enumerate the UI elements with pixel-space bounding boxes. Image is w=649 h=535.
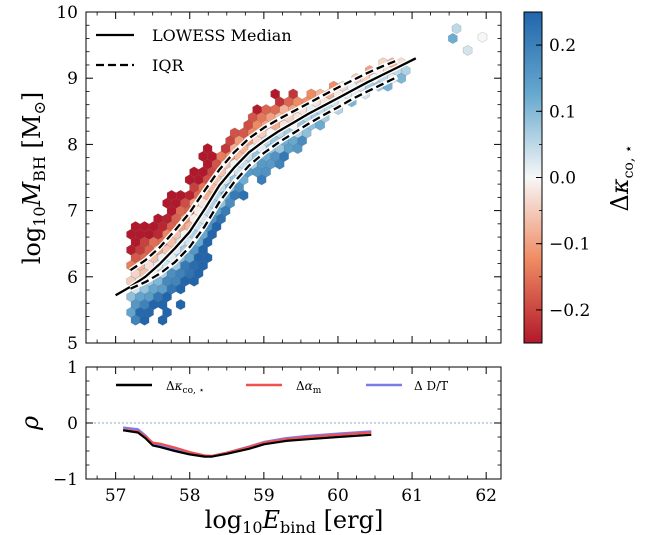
hexbin-cell — [175, 283, 186, 295]
bottom-y-axis-label: ρ — [16, 416, 44, 431]
y-tick-label: 10 — [56, 3, 78, 23]
hexbin-cell — [448, 33, 458, 44]
hexbin-cell — [274, 158, 285, 170]
hexbin-cell — [256, 174, 267, 186]
y-tick-label: 1 — [67, 358, 78, 378]
legend-label-iqr: IQR — [152, 56, 184, 75]
y-tick-label: 0 — [67, 414, 78, 434]
x-tick-label: 57 — [105, 486, 127, 506]
y-tick-label: 6 — [67, 268, 78, 288]
iqr-line — [129, 59, 398, 272]
x-tick-label: 59 — [253, 486, 275, 506]
x-tick-label: 58 — [179, 486, 201, 506]
x-tick-label: 61 — [401, 486, 423, 506]
colorbar-label: Δκco, ⋆ — [606, 144, 637, 211]
y-tick-label: −1 — [53, 470, 78, 490]
legend-label-lowess: LOWESS Median — [152, 26, 292, 45]
bottom-series-lines — [86, 422, 501, 458]
x-tick-label: 60 — [327, 486, 349, 506]
rho-series-line — [122, 429, 372, 458]
lowess-median-line — [115, 57, 417, 297]
colorbar-tick-label: 0.2 — [549, 36, 576, 56]
iqr-line — [130, 75, 398, 290]
colorbar-tick-label: −0.2 — [549, 301, 590, 321]
colorbar-ticks: −0.2 −0.1 0.0 0.1 0.2 — [536, 11, 590, 344]
x-tick-label: 62 — [475, 486, 497, 506]
colorbar-tick-label: −0.1 — [549, 235, 590, 255]
colorbar-tick-label: 0.0 — [549, 169, 576, 189]
hexbin-cell — [175, 299, 186, 311]
legend-label-dt: Δ D/T — [414, 379, 448, 393]
hexbin-cell — [477, 31, 488, 43]
colorbar: −0.2 −0.1 0.0 0.1 0.2 Δκco, ⋆ — [523, 11, 637, 344]
top-series-lines — [114, 56, 417, 298]
bottom-x-axis-label: log10Ebind [erg] — [205, 506, 384, 535]
bottom-axis-ticks: 57 58 59 60 61 62 −1 0 1 — [53, 358, 501, 506]
legend-label-alpha: Δαm — [296, 379, 322, 396]
hexbin-cell — [451, 23, 462, 34]
hexbin-cell — [292, 143, 303, 155]
hexbin-cell — [462, 44, 473, 56]
top-legend: LOWESS Median IQR — [96, 26, 292, 75]
y-tick-label: 7 — [67, 202, 78, 222]
legend-label-kappa: Δκco, ⋆ — [166, 379, 204, 396]
top-axis-ticks: 5 6 7 8 9 10 — [56, 3, 501, 354]
hexbin-cell — [139, 314, 150, 326]
top-y-axis-label: log10MBH [M⊙] — [18, 92, 49, 265]
bottom-legend: Δκco, ⋆ Δαm Δ D/T — [116, 379, 448, 396]
top-plot-frame — [85, 11, 502, 344]
colorbar-tick-label: 0.1 — [549, 102, 576, 122]
hexbin-cell — [315, 119, 325, 131]
y-tick-label: 8 — [67, 135, 78, 155]
y-tick-label: 5 — [67, 334, 78, 354]
top-panel: 5 6 7 8 9 10 log10MBH [M⊙] LOWESS Median IQR — [18, 3, 502, 354]
rho-series-line — [122, 426, 372, 458]
bottom-panel: 57 58 59 60 61 62 −1 0 1 ρ log10Ebind [erg] Δκco… — [16, 358, 502, 535]
hexbin-cell — [189, 275, 199, 287]
y-tick-label: 9 — [67, 69, 78, 89]
hexbin-cell — [396, 72, 406, 84]
hexbin-cell — [238, 189, 249, 201]
hexbin-cell — [157, 314, 168, 326]
